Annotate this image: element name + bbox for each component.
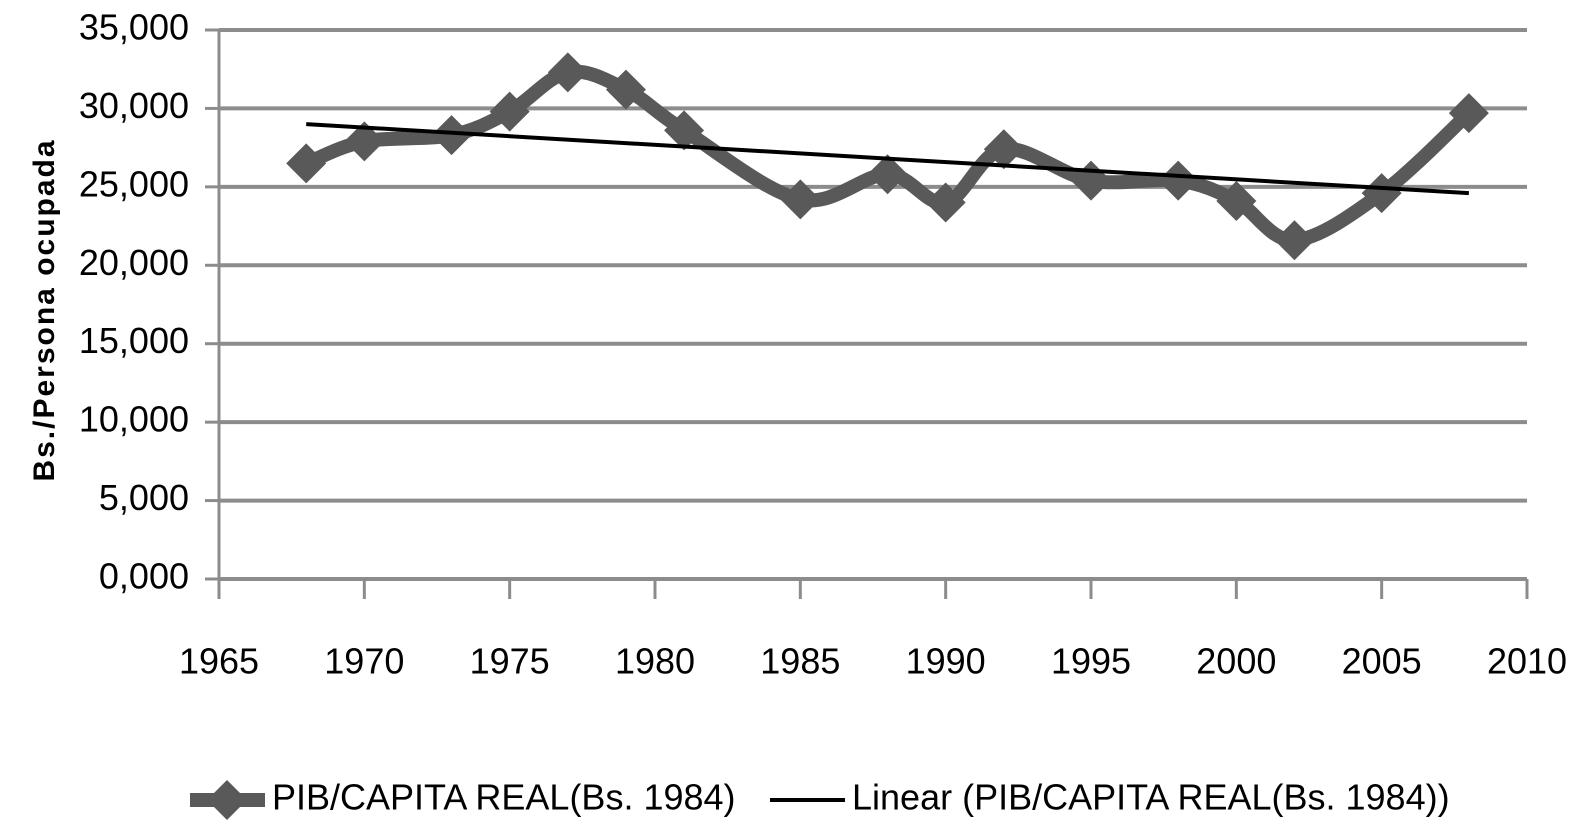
y-tick-label: 15,000 xyxy=(79,320,189,361)
x-tick-label: 1995 xyxy=(1051,641,1131,682)
y-tick-label: 25,000 xyxy=(79,163,189,204)
y-tick-label: 5,000 xyxy=(99,477,189,518)
y-tick-label: 20,000 xyxy=(79,242,189,283)
x-tick-label: 1985 xyxy=(760,641,840,682)
marker xyxy=(344,121,385,162)
series-line xyxy=(306,122,1469,196)
marker xyxy=(286,143,327,184)
y-tick-label: 10,000 xyxy=(79,399,189,440)
y-tick-label: 0,000 xyxy=(99,556,189,597)
legend-label: PIB/CAPITA REAL(Bs. 1984) xyxy=(272,777,736,818)
x-tick-label: 1965 xyxy=(179,641,259,682)
y-tick-label: 35,000 xyxy=(79,7,189,48)
marker xyxy=(1274,220,1315,261)
marker xyxy=(1158,160,1199,201)
marker xyxy=(1216,180,1257,221)
marker xyxy=(780,179,821,220)
marker xyxy=(1448,93,1489,134)
legend-label: Linear (PIB/CAPITA REAL(Bs. 1984)) xyxy=(852,777,1450,818)
marker xyxy=(547,52,588,93)
y-axis-label: Bs./Persona ocupada xyxy=(28,138,61,481)
marker xyxy=(983,129,1024,170)
marker xyxy=(431,115,472,156)
marker xyxy=(664,110,705,151)
x-tick-label: 2005 xyxy=(1342,641,1422,682)
x-tick-label: 1990 xyxy=(906,641,986,682)
marker xyxy=(605,69,646,110)
x-tick-label: 1970 xyxy=(324,641,404,682)
x-tick-label: 1975 xyxy=(470,641,550,682)
y-tick-label: 30,000 xyxy=(79,85,189,126)
x-tick-label: 1980 xyxy=(615,641,695,682)
marker xyxy=(489,91,530,132)
marker xyxy=(1071,160,1111,201)
marker xyxy=(925,182,966,223)
marker xyxy=(867,154,908,195)
legend-marker xyxy=(207,780,247,820)
marker xyxy=(1361,173,1402,214)
x-tick-label: 2010 xyxy=(1487,641,1567,682)
x-tick-label: 2000 xyxy=(1196,641,1276,682)
